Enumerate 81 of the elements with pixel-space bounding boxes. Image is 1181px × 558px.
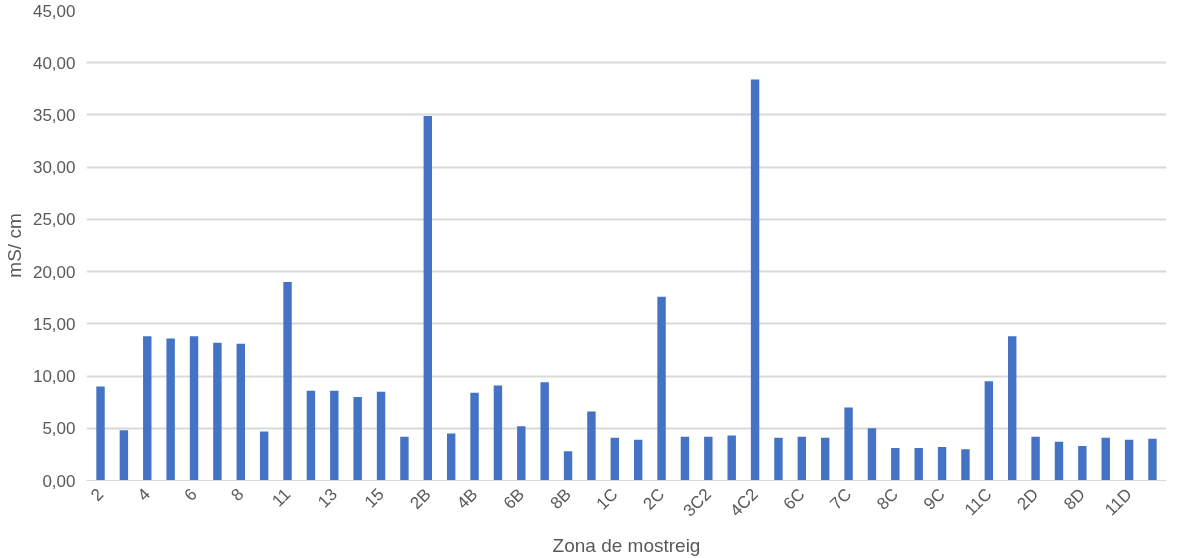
bar bbox=[657, 296, 666, 481]
bar bbox=[283, 282, 292, 481]
bar bbox=[844, 407, 853, 481]
y-tick-label: 5,00 bbox=[42, 419, 76, 439]
x-tick-label: 6C bbox=[779, 484, 809, 514]
bar bbox=[633, 439, 643, 481]
bar bbox=[540, 382, 549, 481]
bar bbox=[306, 390, 316, 481]
bar bbox=[774, 437, 783, 481]
bar bbox=[680, 436, 690, 481]
x-axis-title: Zona de mostreig bbox=[552, 534, 701, 556]
y-tick-label: 40,00 bbox=[32, 53, 76, 73]
x-tick-label: 4B bbox=[453, 484, 482, 513]
bar bbox=[820, 437, 830, 481]
x-tick-label: 11D bbox=[1101, 484, 1136, 520]
bar bbox=[259, 431, 269, 481]
bar bbox=[750, 79, 760, 481]
bar bbox=[376, 391, 386, 481]
x-tick-label: 11 bbox=[268, 484, 295, 511]
bar bbox=[423, 115, 433, 481]
y-axis-title: mS/ cm bbox=[3, 213, 25, 278]
bar bbox=[1101, 437, 1110, 481]
x-tick-label: 11C bbox=[960, 484, 996, 520]
bar bbox=[517, 426, 526, 481]
bar bbox=[213, 342, 222, 481]
x-tick-label: 2C bbox=[639, 484, 669, 514]
bar bbox=[353, 396, 362, 481]
bar bbox=[446, 433, 456, 481]
bar bbox=[867, 428, 877, 481]
y-tick-label: 45,00 bbox=[32, 1, 76, 21]
bar bbox=[1031, 436, 1040, 481]
bar bbox=[493, 385, 503, 481]
x-tick-label: 2D bbox=[1013, 484, 1043, 514]
bar bbox=[891, 448, 900, 481]
bar bbox=[1008, 336, 1017, 481]
x-tick-label: 3C2 bbox=[679, 484, 716, 521]
y-tick-label: 35,00 bbox=[32, 105, 76, 125]
bar bbox=[236, 343, 245, 481]
bar bbox=[797, 436, 807, 481]
bar bbox=[1054, 441, 1064, 481]
y-tick-label: 0,00 bbox=[42, 471, 76, 491]
x-tick-label: 4 bbox=[133, 484, 155, 505]
x-tick-label: 1C bbox=[592, 484, 622, 514]
bar bbox=[914, 448, 923, 481]
bar bbox=[119, 430, 129, 481]
x-tick-label: 6 bbox=[180, 484, 201, 505]
bar bbox=[470, 392, 479, 481]
bar bbox=[330, 390, 339, 481]
x-tick-label: 13 bbox=[314, 484, 342, 512]
bar bbox=[400, 436, 409, 481]
bar bbox=[189, 336, 199, 481]
x-tick-label: 4C2 bbox=[726, 484, 762, 521]
bar bbox=[563, 451, 573, 481]
x-tick-label: 8B bbox=[546, 484, 575, 513]
bar bbox=[704, 436, 713, 481]
y-tick-label: 25,00 bbox=[32, 210, 76, 230]
y-tick-label: 30,00 bbox=[32, 158, 76, 178]
y-tick-label: 15,00 bbox=[32, 314, 76, 334]
x-tick-label: 2 bbox=[87, 484, 108, 505]
bar bbox=[937, 447, 947, 481]
bar bbox=[587, 411, 596, 481]
bar bbox=[610, 437, 620, 481]
bar bbox=[961, 449, 970, 481]
bar bbox=[1148, 438, 1157, 481]
bar bbox=[727, 435, 736, 481]
x-tick-label: 8 bbox=[227, 484, 248, 505]
x-tick-label: 8D bbox=[1060, 484, 1090, 514]
bar bbox=[1124, 439, 1134, 481]
x-tick-label: 9C bbox=[920, 484, 949, 514]
x-tick-label: 7C bbox=[826, 484, 856, 514]
x-tick-label: 15 bbox=[360, 484, 388, 512]
bar bbox=[143, 336, 152, 481]
bar bbox=[166, 338, 175, 481]
bar bbox=[1078, 446, 1087, 481]
x-tick-label: 8C bbox=[873, 484, 903, 514]
x-tick-label: 6B bbox=[499, 484, 529, 513]
bar bbox=[984, 381, 994, 481]
y-tick-label: 20,00 bbox=[32, 262, 76, 282]
y-tick-label: 10,00 bbox=[32, 367, 76, 387]
bar bbox=[96, 386, 105, 481]
x-tick-label: 2B bbox=[406, 484, 435, 513]
